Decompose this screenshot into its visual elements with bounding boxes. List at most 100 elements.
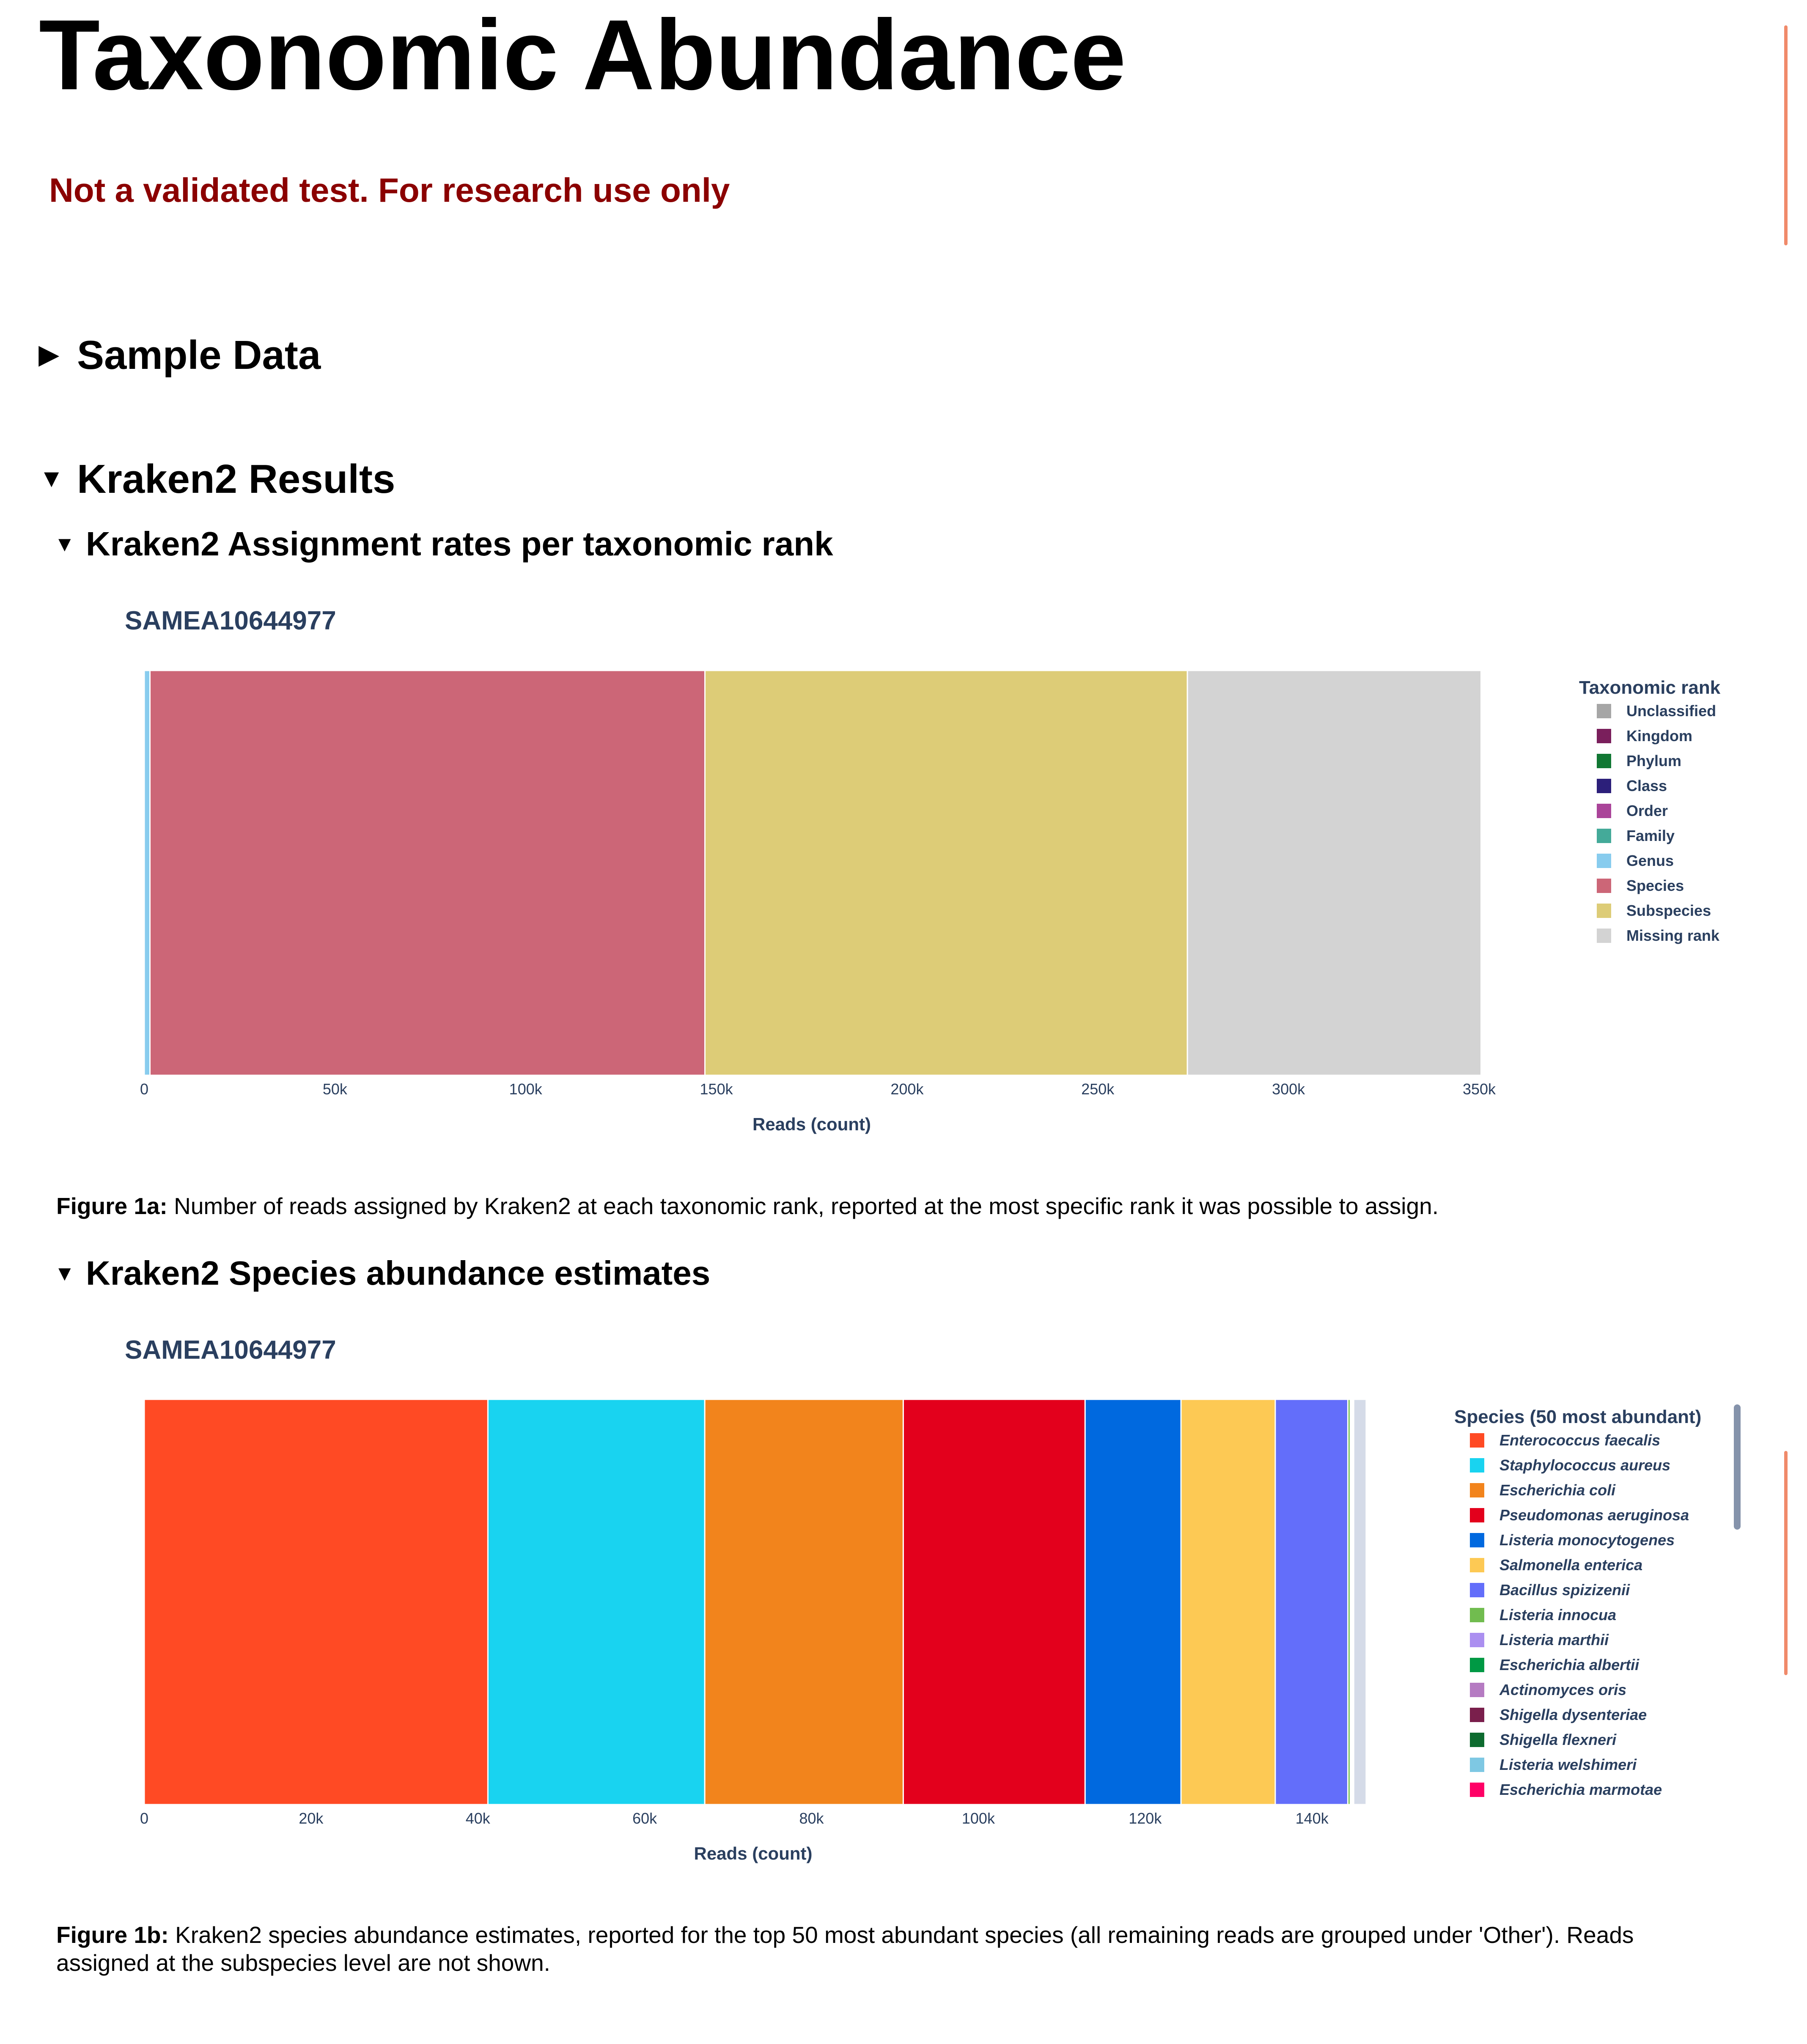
legend-swatch[interactable] (1470, 1433, 1484, 1448)
section-sample-data-toggle[interactable]: ▶ Sample Data (39, 332, 321, 379)
x-axis-title: Reads (count) (752, 1114, 871, 1134)
legend-item-label[interactable]: Unclassified (1626, 702, 1716, 720)
legend-item-label[interactable]: Class (1626, 777, 1667, 794)
legend-item-label[interactable]: Listeria innocua (1499, 1606, 1616, 1624)
x-tick-label: 100k (509, 1080, 543, 1098)
subsection-species-abundance-title: Kraken2 Species abundance estimates (86, 1254, 711, 1292)
legend-swatch[interactable] (1470, 1733, 1484, 1747)
subsection-species-abundance-toggle[interactable]: ▼ Kraken2 Species abundance estimates (54, 1254, 710, 1293)
figure-1a-text: Number of reads assigned by Kraken2 at e… (167, 1193, 1439, 1219)
legend-swatch[interactable] (1470, 1533, 1484, 1547)
legend-item-label[interactable]: Order (1626, 802, 1668, 819)
figure-1b-text: Kraken2 species abundance estimates, rep… (56, 1922, 1634, 1976)
legend-title: Species (50 most abundant) (1454, 1407, 1701, 1427)
bar-segment-7[interactable] (143, 670, 151, 1076)
figure-1a-label: Figure 1a: (56, 1193, 168, 1219)
legend-item-label[interactable]: Actinomyces oris (1499, 1681, 1626, 1698)
legend-title: Taxonomic rank (1579, 677, 1721, 698)
legend-item-label[interactable]: Escherichia albertii (1499, 1656, 1639, 1673)
legend-item-label[interactable]: Species (1626, 877, 1684, 894)
legend-item-label[interactable]: Shigella flexneri (1499, 1731, 1617, 1748)
legend-item-label[interactable]: Missing rank (1626, 927, 1720, 944)
collapse-triangle-icon: ▼ (54, 532, 75, 556)
legend-item-label[interactable]: Phylum (1626, 752, 1681, 769)
legend-item-label[interactable]: Family (1626, 827, 1675, 844)
legend-item-label[interactable]: Bacillus spizizenii (1499, 1581, 1630, 1599)
figure-1b-caption: Figure 1b: Kraken2 species abundance est… (56, 1921, 1731, 1977)
research-warning: Not a validated test. For research use o… (49, 171, 730, 209)
x-tick-label: 120k (1129, 1810, 1162, 1827)
collapse-triangle-icon: ▼ (39, 464, 64, 492)
legend-swatch[interactable] (1470, 1508, 1484, 1522)
bar-segment-4[interactable] (902, 1398, 1086, 1805)
section-kraken2-results-toggle[interactable]: ▼ Kraken2 Results (39, 456, 395, 503)
legend-item-label[interactable]: Escherichia marmotae (1499, 1781, 1662, 1798)
bar-segment-7[interactable] (1274, 1398, 1348, 1805)
legend-swatch[interactable] (1470, 1458, 1484, 1473)
legend-swatch[interactable] (1597, 904, 1611, 918)
bar-segment-6[interactable] (1180, 1398, 1276, 1805)
x-tick-label: 50k (323, 1080, 348, 1098)
legend-item-label[interactable]: Kingdom (1626, 727, 1692, 745)
bar-segment-3[interactable] (704, 1398, 904, 1805)
x-tick-label: 80k (799, 1810, 824, 1827)
chart-2: 0 20k 40k 60k 80k 100k 120k 140k Reads (count) Sp… (140, 1398, 1701, 1863)
x-tick-label: 100k (962, 1810, 995, 1827)
legend: Species (50 most abundant) Enterococcus f… (1454, 1407, 1701, 1798)
legend-swatch[interactable] (1597, 929, 1611, 943)
bar-segment-2[interactable] (487, 1398, 706, 1805)
legend-item-label[interactable]: Genus (1626, 852, 1674, 869)
legend-swatch[interactable] (1597, 729, 1611, 743)
legend-swatch[interactable] (1597, 754, 1611, 768)
legend-item-label[interactable]: Shigella dysenteriae (1499, 1706, 1647, 1723)
legend-swatch[interactable] (1470, 1783, 1484, 1797)
legend-swatch[interactable] (1470, 1608, 1484, 1622)
subsection-rank-rates-title: Kraken2 Assignment rates per taxonomic r… (86, 525, 833, 563)
legend: Taxonomic rank Unclassified Kingdom Phylum C… (1579, 677, 1721, 944)
legend-item-label[interactable]: Enterococcus faecalis (1499, 1431, 1660, 1449)
legend-swatch[interactable] (1470, 1583, 1484, 1597)
bar-segment-1[interactable] (143, 1398, 489, 1805)
legend-swatch[interactable] (1470, 1683, 1484, 1697)
legend-scrollbar[interactable] (1734, 1404, 1741, 1530)
legend-item-label[interactable]: Pseudomonas aeruginosa (1499, 1506, 1689, 1524)
figure-1a-caption: Figure 1a: Number of reads assigned by K… (56, 1192, 1706, 1220)
legend-item-label[interactable]: Listeria welshimeri (1499, 1756, 1637, 1773)
legend-item-label[interactable]: Salmonella enterica (1499, 1556, 1642, 1574)
legend-swatch[interactable] (1597, 704, 1611, 718)
bar-segment-9[interactable] (704, 670, 1188, 1076)
bar-segment-10[interactable] (1186, 670, 1482, 1076)
legend-swatch[interactable] (1470, 1758, 1484, 1772)
x-tick-label: 200k (890, 1080, 924, 1098)
bar-segment-16[interactable] (1353, 1398, 1367, 1805)
legend-swatch[interactable] (1597, 854, 1611, 868)
legend-item-label[interactable]: Escherichia coli (1499, 1481, 1616, 1499)
subsection-rank-rates-toggle[interactable]: ▼ Kraken2 Assignment rates per taxonomic … (54, 525, 833, 563)
collapse-triangle-icon: ▼ (54, 1261, 75, 1285)
chart1-sample-title: SAMEA10644977 (125, 606, 336, 635)
legend-swatch[interactable] (1597, 879, 1611, 893)
figure-1b-label: Figure 1b: (56, 1922, 169, 1948)
legend-swatch[interactable] (1470, 1633, 1484, 1647)
x-tick-label: 300k (1272, 1080, 1305, 1098)
legend-swatch[interactable] (1597, 779, 1611, 793)
x-tick-label: 150k (700, 1080, 733, 1098)
page-scrollbar-bottom[interactable] (1784, 1451, 1788, 1675)
legend-item-label[interactable]: Listeria marthii (1499, 1631, 1609, 1648)
legend-item-label[interactable]: Subspecies (1626, 902, 1711, 919)
legend-swatch[interactable] (1470, 1558, 1484, 1572)
legend-item-label[interactable]: Listeria monocytogenes (1499, 1531, 1675, 1549)
x-tick-label: 20k (299, 1810, 324, 1827)
bar-segment-5[interactable] (1084, 1398, 1182, 1805)
section-sample-data-title: Sample Data (77, 332, 321, 378)
page-scrollbar-top[interactable] (1784, 25, 1788, 245)
legend-swatch[interactable] (1470, 1483, 1484, 1497)
x-tick-label: 60k (632, 1810, 657, 1827)
legend-swatch[interactable] (1597, 829, 1611, 843)
legend-item-label[interactable]: Staphylococcus aureus (1499, 1456, 1670, 1474)
bar-segment-8[interactable] (149, 670, 706, 1076)
legend-swatch[interactable] (1470, 1658, 1484, 1672)
x-tick-label: 250k (1081, 1080, 1115, 1098)
legend-swatch[interactable] (1470, 1708, 1484, 1722)
legend-swatch[interactable] (1597, 804, 1611, 818)
